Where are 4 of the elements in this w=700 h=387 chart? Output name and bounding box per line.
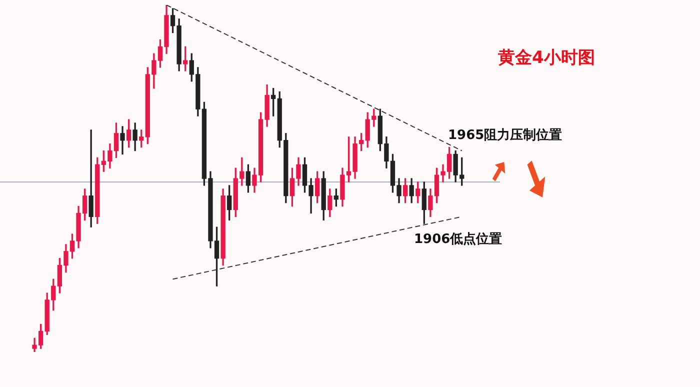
annotation: 1906低点位置: [414, 231, 502, 248]
candlestick: [88, 130, 94, 228]
annotation: 1965阻力压制位置: [448, 127, 562, 144]
text: 黄金4小时图: [498, 47, 595, 69]
